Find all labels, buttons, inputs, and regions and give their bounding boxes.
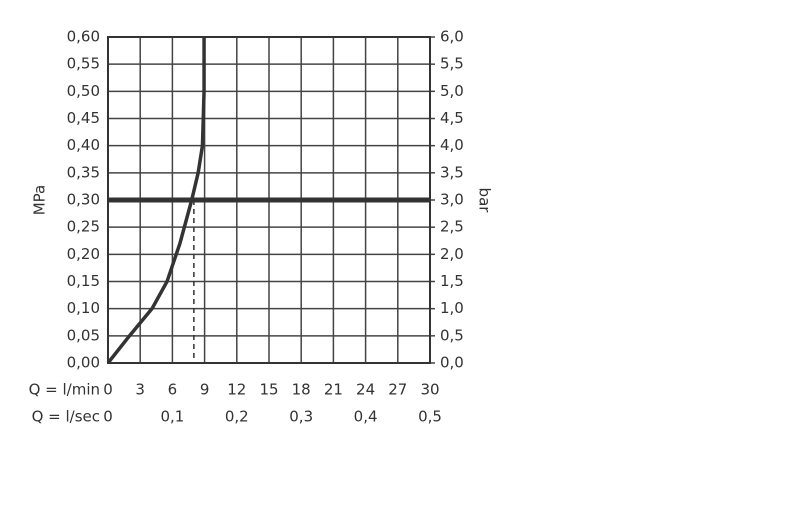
y-tick-label: 0,40 — [67, 136, 100, 154]
y-axis-label: MPa — [31, 185, 49, 216]
y2-tick-label: 5,5 — [440, 55, 464, 73]
x2-tick-label: 0,3 — [289, 408, 313, 426]
y2-tick-label: 0,0 — [440, 354, 464, 372]
y-tick-label: 0,15 — [67, 272, 100, 290]
x2-tick-label: 0 — [103, 408, 113, 426]
x-axis-label: Q = l/min — [29, 381, 100, 399]
y-tick-label: 0,45 — [67, 109, 100, 127]
y2-tick-label: 4,0 — [440, 136, 464, 154]
x-tick-label: 15 — [259, 381, 278, 399]
x2-axis-label: Q = l/sec — [32, 408, 100, 426]
y2-tick-label: 6,0 — [440, 28, 464, 46]
y2-tick-label: 5,0 — [440, 82, 464, 100]
x-tick-label: 30 — [420, 381, 439, 399]
x2-tick-label: 0,5 — [418, 408, 442, 426]
y2-axis-label: bar — [476, 188, 494, 214]
y2-tick-label: 3,5 — [440, 163, 464, 181]
x-tick-label: 6 — [168, 381, 178, 399]
y-tick-label: 0,60 — [67, 28, 100, 46]
x-tick-label: 3 — [135, 381, 145, 399]
y-tick-label: 0,25 — [67, 218, 100, 236]
y2-tick-label: 2,0 — [440, 245, 464, 263]
y-tick-label: 0,10 — [67, 299, 100, 317]
x-tick-label: 27 — [388, 381, 407, 399]
x-tick-label: 24 — [356, 381, 375, 399]
y2-tick-label: 0,5 — [440, 326, 464, 344]
x2-tick-label: 0,2 — [225, 408, 249, 426]
y-tick-label: 0,00 — [67, 354, 100, 372]
x-tick-label: 9 — [200, 381, 210, 399]
x2-tick-label: 0,1 — [160, 408, 184, 426]
y2-tick-label: 1,0 — [440, 299, 464, 317]
y2-tick-label: 4,5 — [440, 109, 464, 127]
x-tick-label: 18 — [292, 381, 311, 399]
y2-tick-label: 1,5 — [440, 272, 464, 290]
y-tick-label: 0,20 — [67, 245, 100, 263]
y2-tick-label: 3,0 — [440, 191, 464, 209]
y-tick-label: 0,05 — [67, 326, 100, 344]
y-tick-label: 0,35 — [67, 163, 100, 181]
y-tick-label: 0,55 — [67, 55, 100, 73]
y-tick-label: 0,30 — [67, 191, 100, 209]
x2-tick-label: 0,4 — [354, 408, 378, 426]
y2-tick-label: 2,5 — [440, 218, 464, 236]
x-tick-label: 21 — [324, 381, 343, 399]
y-tick-label: 0,50 — [67, 82, 100, 100]
flow-curve — [106, 37, 206, 365]
x-tick-label: 0 — [103, 381, 113, 399]
x-tick-label: 12 — [227, 381, 246, 399]
